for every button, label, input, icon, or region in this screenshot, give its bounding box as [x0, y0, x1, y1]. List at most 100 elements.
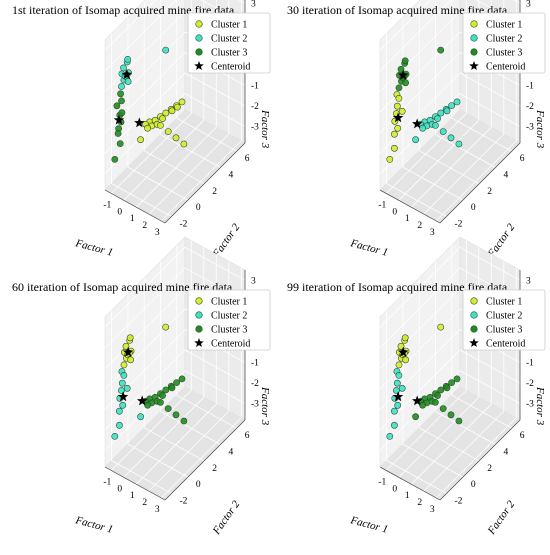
centroid-star: [121, 69, 133, 80]
grid-line: [184, 93, 246, 127]
centroid-star: [117, 391, 129, 402]
y-axis-line: [164, 419, 246, 501]
data-point: [439, 128, 447, 135]
data-point: [144, 401, 151, 409]
centroid-star: [397, 69, 409, 80]
legend: Cluster 1 Cluster 2 Cluster 3 Centeroid: [462, 12, 546, 74]
legend-label: Cluster 2: [211, 311, 247, 322]
data-point: [120, 372, 128, 379]
legend-label: Centeroid: [211, 339, 250, 350]
data-point: [439, 405, 447, 412]
grid-line: [111, 183, 172, 217]
y-tick-label: 0: [471, 203, 476, 213]
data-point: [395, 95, 403, 102]
y-tick-label: 0: [471, 480, 476, 490]
data-point: [419, 124, 426, 132]
grid-line: [144, 150, 205, 185]
legend-marker: [195, 311, 203, 319]
grid-line: [148, 410, 230, 492]
data-point: [173, 103, 181, 111]
centroid-star: [392, 112, 404, 123]
centroid-star: [392, 391, 404, 402]
chart-title: 60 iteration of Isomap acquired mine fir…: [12, 280, 233, 294]
y-tick-label: 6: [520, 431, 525, 441]
y-tick-label: -2: [180, 220, 188, 230]
legend-marker: [470, 34, 478, 42]
y-tick-label: 2: [487, 187, 492, 197]
grid-line: [435, 134, 496, 168]
z-axis-label: Factor 3: [534, 386, 546, 426]
data-point: [434, 392, 441, 399]
data-point: [118, 109, 126, 117]
grid-line: [386, 460, 447, 494]
legend-centroid-star: [194, 338, 204, 347]
y-tick-label: 6: [245, 431, 250, 441]
y-tick-label: 6: [245, 154, 250, 164]
data-point: [419, 401, 426, 409]
x-tick-label: 0: [117, 484, 122, 494]
data-point: [391, 407, 398, 415]
y-tick-label: 4: [504, 171, 509, 181]
data-point: [178, 98, 186, 106]
grid-line: [423, 133, 505, 215]
z-tick-label: -2: [251, 379, 259, 389]
grid-line: [411, 126, 492, 208]
data-point: [402, 356, 410, 364]
grid-line: [436, 417, 517, 499]
grid-line: [161, 140, 242, 222]
centroid-star: [412, 395, 423, 406]
data-point: [118, 379, 126, 387]
grid-line: [104, 72, 186, 154]
x-axis-label: Factor 1: [348, 514, 389, 536]
grid-line: [379, 0, 431, 51]
legend: Cluster 1 Cluster 2 Cluster 3 Centeroid: [462, 289, 546, 351]
centroid-star: [397, 346, 409, 357]
z-tick-label: -1: [251, 359, 259, 369]
data-point: [120, 361, 128, 369]
centroid-star: [113, 114, 125, 125]
z-axis-label: Factor 3: [259, 386, 271, 426]
series-3: [142, 375, 188, 425]
legend-label: Cluster 2: [486, 311, 522, 322]
grid-line: [104, 288, 186, 369]
x-tick-label: 2: [417, 498, 422, 508]
data-point: [448, 379, 455, 386]
legend-marker: [470, 297, 478, 305]
x-tick-label: 1: [130, 214, 135, 224]
grid-line: [111, 113, 192, 194]
data-point: [398, 384, 406, 392]
grid-line: [423, 410, 505, 492]
grid-line: [386, 113, 467, 194]
x-tick-label: 2: [417, 221, 422, 231]
data-point: [113, 102, 121, 110]
series-2: [412, 98, 463, 148]
data-point: [172, 411, 180, 419]
data-point: [162, 386, 170, 394]
data-point: [168, 384, 176, 392]
data-point: [118, 97, 125, 105]
data-point: [124, 78, 132, 85]
data-point: [172, 134, 180, 142]
legend-marker: [195, 48, 203, 56]
x-axis-line: [104, 189, 166, 224]
legend-label: Cluster 1: [211, 20, 247, 31]
data-point: [394, 401, 402, 409]
data-point: [437, 323, 445, 331]
grid-line: [161, 417, 242, 499]
grid-line: [379, 349, 461, 431]
grid-line: [379, 288, 461, 369]
grid-line: [184, 72, 246, 107]
legend-label: Cluster 2: [486, 34, 522, 45]
z-tick-label: -2: [526, 379, 534, 389]
y-tick-label: 2: [487, 464, 492, 474]
data-point: [180, 140, 188, 148]
z-tick-label: -3: [526, 400, 534, 410]
grid-line: [123, 397, 205, 478]
data-point: [116, 421, 123, 429]
x-tick-label: 0: [392, 207, 397, 217]
grid-line: [160, 411, 221, 445]
grid-line: [402, 166, 464, 201]
centroid-star: [122, 346, 134, 357]
grid-line: [451, 117, 512, 152]
